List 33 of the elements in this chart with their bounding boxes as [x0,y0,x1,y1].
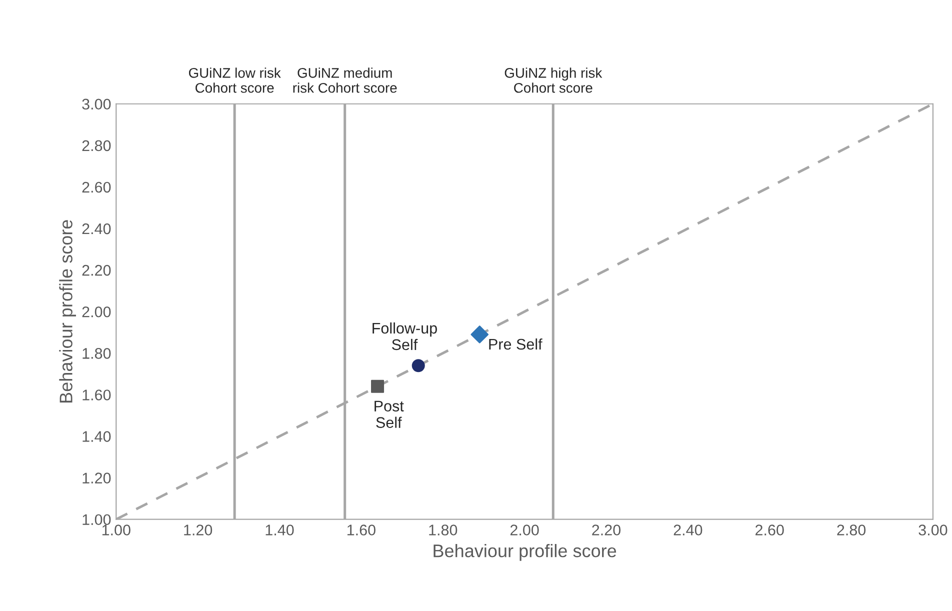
y-tick-label: 2.00 [82,306,111,318]
x-tick-label: 2.00 [510,524,539,536]
y-tick-label: 2.20 [82,264,111,276]
x-tick-label: 3.00 [918,524,948,536]
y-tick-label: 1.00 [82,514,111,526]
point [470,326,489,344]
x-tick-label: 2.80 [837,524,866,536]
x-tick-label: 2.60 [756,524,784,536]
series-label: Post Self [374,400,404,428]
x-tick-label: 1.20 [184,524,212,536]
series-label: Pre Self [489,338,542,350]
x-axis-title: Behaviour profile score [434,544,616,561]
x-tick-label: 2.40 [674,524,702,536]
y-tick-label: 2.40 [82,223,111,234]
point [412,359,425,372]
y-tick-label: 1.60 [82,390,111,400]
series-label: Follow-up Self [372,322,437,350]
x-tick-label: 1.40 [266,524,294,536]
y-tick-label: 1.40 [82,431,111,442]
y-tick-label: 1.80 [82,348,111,359]
ref-line-label: GUiNZ high risk Cohort score [504,68,602,93]
y-tick-label: 2.60 [82,182,111,193]
ref-line-label: GUiNZ medium risk Cohort score [293,68,397,93]
y-tick-label: 3.00 [82,98,111,110]
ref-line-label: GUiNZ low risk Cohort score [188,68,281,93]
x-tick-label: 2.20 [592,524,621,536]
x-tick-label: 1.60 [347,524,376,536]
x-tick-label: 1.00 [102,524,130,536]
y-axis-title: Behaviour profile score [59,220,76,402]
x-tick-label: 1.80 [429,524,458,536]
y-tick-label: 1.20 [82,472,111,484]
point [371,380,384,393]
y-tick-label: 2.80 [82,140,111,152]
